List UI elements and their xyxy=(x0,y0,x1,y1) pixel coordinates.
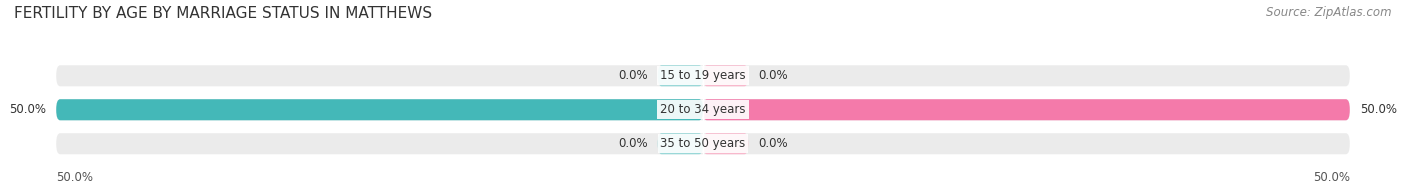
FancyBboxPatch shape xyxy=(56,99,703,120)
Text: 15 to 19 years: 15 to 19 years xyxy=(661,69,745,82)
Text: 0.0%: 0.0% xyxy=(617,137,647,150)
Text: FERTILITY BY AGE BY MARRIAGE STATUS IN MATTHEWS: FERTILITY BY AGE BY MARRIAGE STATUS IN M… xyxy=(14,6,432,21)
FancyBboxPatch shape xyxy=(703,65,748,86)
Text: 50.0%: 50.0% xyxy=(8,103,46,116)
FancyBboxPatch shape xyxy=(56,133,1350,154)
Text: 20 to 34 years: 20 to 34 years xyxy=(661,103,745,116)
FancyBboxPatch shape xyxy=(56,65,1350,86)
Text: 35 to 50 years: 35 to 50 years xyxy=(661,137,745,150)
FancyBboxPatch shape xyxy=(658,133,703,154)
Text: 0.0%: 0.0% xyxy=(759,137,789,150)
Text: Source: ZipAtlas.com: Source: ZipAtlas.com xyxy=(1267,6,1392,19)
Text: 50.0%: 50.0% xyxy=(1313,171,1350,183)
FancyBboxPatch shape xyxy=(56,99,1350,120)
Text: 0.0%: 0.0% xyxy=(759,69,789,82)
FancyBboxPatch shape xyxy=(703,99,1350,120)
FancyBboxPatch shape xyxy=(658,65,703,86)
Text: 50.0%: 50.0% xyxy=(56,171,93,183)
FancyBboxPatch shape xyxy=(703,133,748,154)
Text: 50.0%: 50.0% xyxy=(1360,103,1398,116)
Text: 0.0%: 0.0% xyxy=(617,69,647,82)
